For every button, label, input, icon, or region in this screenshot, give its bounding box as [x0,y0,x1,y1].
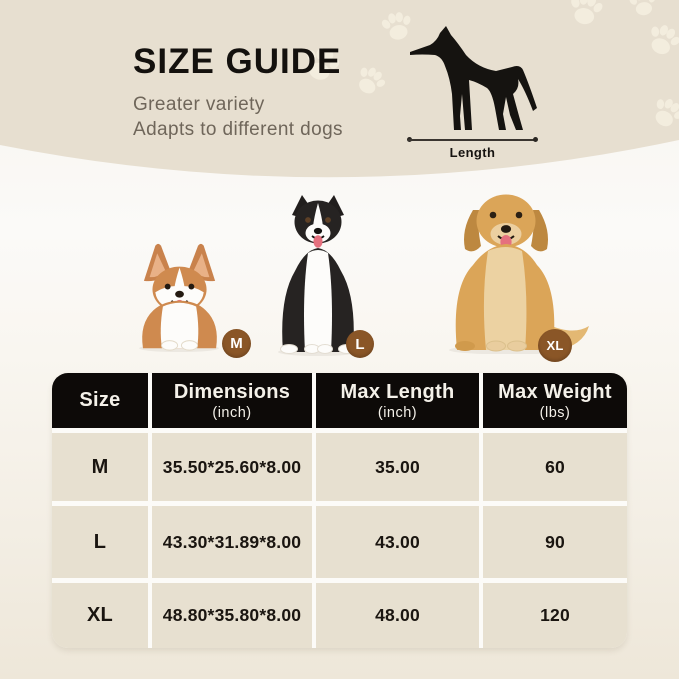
subtitle-line-2: Adapts to different dogs [133,119,343,140]
table-row-xl-max-weight: 120 [483,583,627,648]
measure-dot-right [533,137,538,142]
header-cell-max-weight: Max Weight (lbs) [483,373,627,428]
table-row-m-dimensions: 35.50*25.60*8.00 [152,433,312,501]
header-cell-size: Size [52,373,148,428]
page-title: SIZE GUIDE [133,42,342,81]
table-row-l-max-weight: 90 [483,506,627,578]
size-badge-xl: XL [538,329,572,362]
header-text-block: SIZE GUIDE Greater variety Adapts to dif… [133,42,343,144]
size-badge-l: L [346,330,374,358]
header-cell-dimensions: Dimensions (inch) [152,373,312,428]
table-row-m-size: M [52,433,148,501]
measure-line [408,139,537,141]
subtitle-line-1: Greater variety [133,94,265,115]
table-row-l-max-length: 43.00 [316,506,479,578]
border-collie-photo [278,195,358,356]
banner-background [0,0,679,178]
table-row-l-size: L [52,506,148,578]
header-cell-max-length: Max Length (inch) [316,373,479,428]
table-row-m-max-length: 35.00 [316,433,479,501]
length-measure: Length [407,136,538,160]
banner-curve [0,0,679,178]
table-row-xl-max-length: 48.00 [316,583,479,648]
size-table: Size Dimensions (inch) Max Length (inch)… [52,373,627,648]
corgi-photo [139,243,219,353]
length-label: Length [449,145,496,160]
dog-silhouette-icon [410,26,537,130]
table-row-xl-dimensions: 48.80*35.80*8.00 [152,583,312,648]
size-badge-m: M [222,329,251,358]
table-row-xl-size: XL [52,583,148,648]
golden-retriever-photo [449,194,589,354]
collie-face [305,217,331,248]
table-row-l-dimensions: 43.30*31.89*8.00 [152,506,312,578]
table-row-m-max-weight: 60 [483,433,627,501]
